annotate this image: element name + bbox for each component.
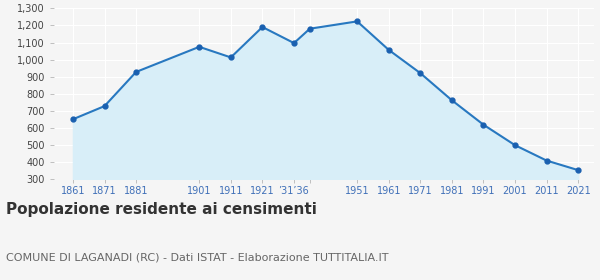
Text: Popolazione residente ai censimenti: Popolazione residente ai censimenti xyxy=(6,202,317,217)
Text: COMUNE DI LAGANADI (RC) - Dati ISTAT - Elaborazione TUTTITALIA.IT: COMUNE DI LAGANADI (RC) - Dati ISTAT - E… xyxy=(6,252,389,262)
